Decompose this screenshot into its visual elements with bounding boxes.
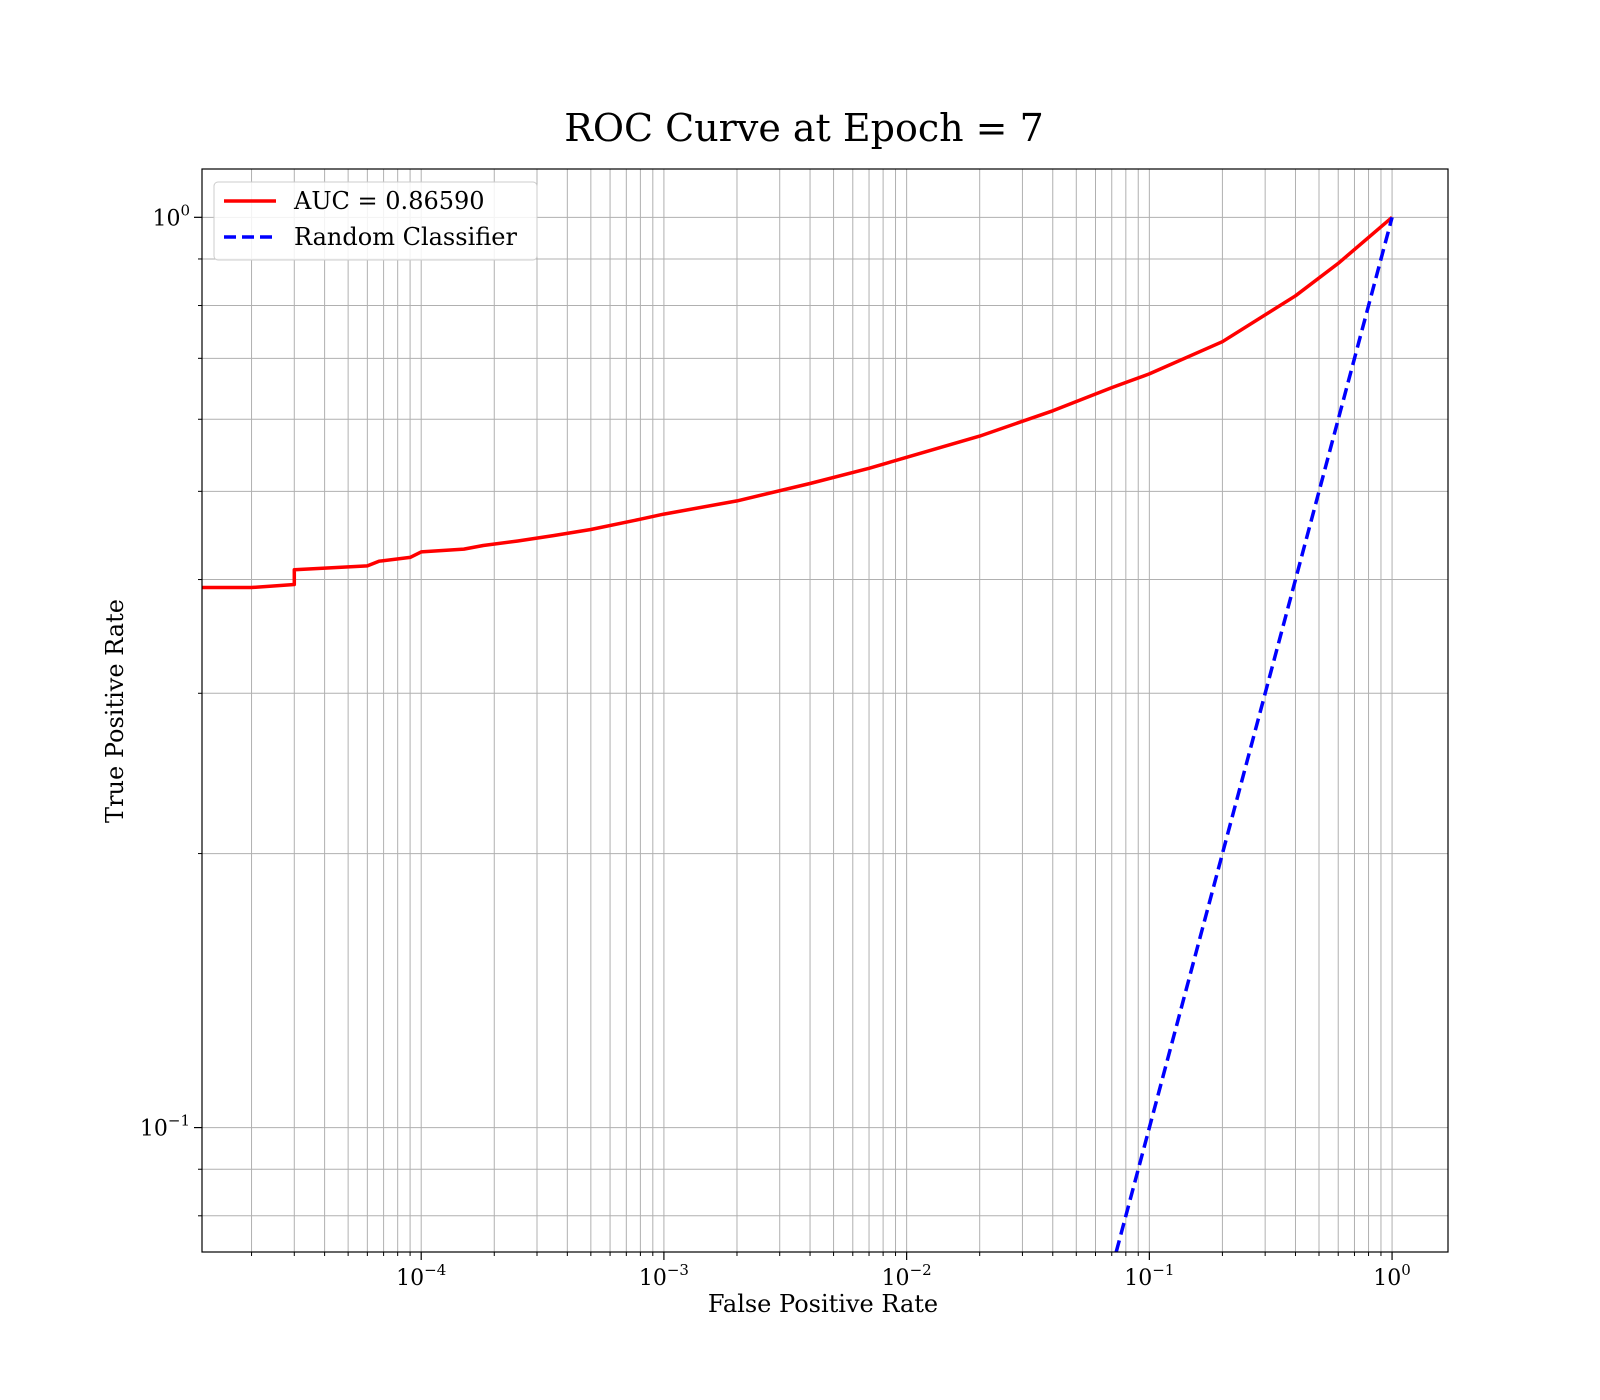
y-axis-label: True Positive Rate: [101, 599, 129, 823]
chart-title: ROC Curve at Epoch = 7: [564, 106, 1044, 150]
plot-frame: [201, 168, 1449, 1253]
x-tick-label: 10−1: [1124, 1261, 1174, 1291]
x-axis-ticks: 10−4 10−3 10−2 10−1 100: [251, 1252, 1411, 1291]
x-tick-label: 10−3: [639, 1261, 689, 1291]
x-tick-label: 10−2: [882, 1261, 932, 1291]
x-tick-label: 100: [1373, 1261, 1411, 1291]
x-tick-label: 10−4: [396, 1261, 446, 1291]
y-tick-label: 10−1: [140, 1112, 190, 1142]
grid-lines: [202, 169, 1448, 1252]
legend-label-random: Random Classifier: [294, 223, 517, 251]
plot-series: [202, 215, 1394, 1252]
random-classifier-line: [1114, 216, 1394, 1252]
legend-box: [213, 181, 538, 261]
y-axis-ticks: 10−1 100: [140, 201, 202, 1217]
x-axis-label: False Positive Rate: [708, 1290, 938, 1318]
y-tick-label: 100: [152, 201, 190, 231]
legend-label-auc: AUC = 0.86590: [293, 187, 485, 215]
roc-curve-line: [202, 215, 1394, 590]
legend: AUC = 0.86590 Random Classifier: [213, 181, 538, 261]
